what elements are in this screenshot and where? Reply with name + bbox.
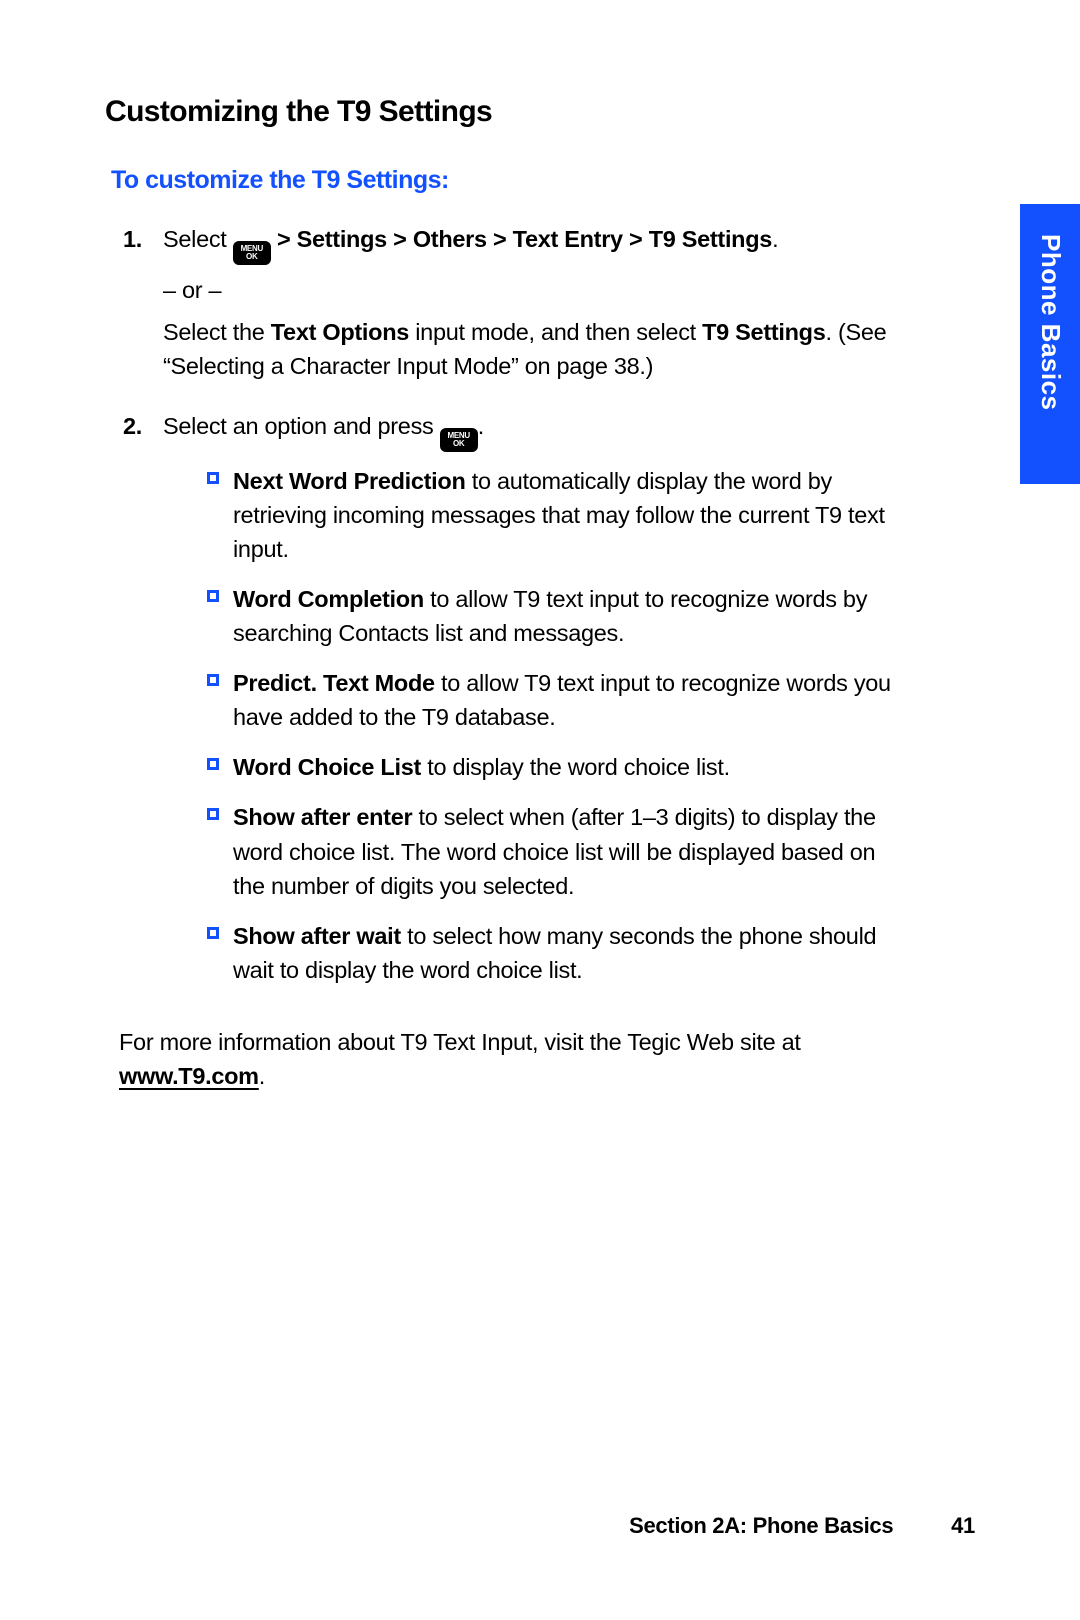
closing-paragraph: For more information about T9 Text Input… (105, 1025, 980, 1093)
step-1-line2-pre: Select the (163, 319, 271, 345)
bullet-text: Word Choice List to display the word cho… (233, 750, 905, 784)
bullet-item: Word Completion to allow T9 text input t… (207, 582, 905, 650)
page-heading: Customizing the T9 Settings (105, 90, 980, 134)
footer-page-number: 41 (951, 1513, 975, 1538)
step-1-body: Select MENUOK > Settings > Others > Text… (163, 222, 980, 391)
bullet-marker-icon (207, 758, 219, 770)
menu-ok-key-icon: MENUOK (233, 241, 271, 265)
side-tab: Phone Basics (1020, 204, 1080, 484)
step-1-t9-settings: T9 Settings (702, 319, 825, 345)
bullet-text: Show after wait to select how many secon… (233, 919, 905, 987)
bullet-marker-icon (207, 674, 219, 686)
step-1-line2-mid: input mode, and then select (409, 319, 702, 345)
step-2-line1-tail: . (478, 413, 484, 439)
sub-heading: To customize the T9 Settings: (105, 162, 980, 198)
step-1-breadcrumb: > Settings > Others > Text Entry > T9 Se… (271, 226, 772, 252)
step-1-text-options: Text Options (271, 319, 409, 345)
step-2-body: Select an option and press MENUOK. Next … (163, 409, 980, 1003)
step-1-line-1: Select MENUOK > Settings > Others > Text… (163, 222, 905, 265)
bullet-text: Show after enter to select when (after 1… (233, 800, 905, 902)
step-1: 1. Select MENUOK > Settings > Others > T… (105, 222, 980, 391)
step-2: 2. Select an option and press MENUOK. Ne… (105, 409, 980, 1003)
step-2-line1-pre: Select an option and press (163, 413, 440, 439)
bullet-marker-icon (207, 472, 219, 484)
bullet-text: Next Word Prediction to automatically di… (233, 464, 905, 566)
closing-tail: . (259, 1063, 265, 1089)
bullet-item: Word Choice List to display the word cho… (207, 750, 905, 784)
bullet-marker-icon (207, 927, 219, 939)
menu-ok-key-icon: MENUOK (440, 428, 478, 452)
page-footer: Section 2A: Phone Basics 41 (629, 1510, 975, 1542)
step-1-line1-tail: . (772, 226, 778, 252)
step-2-line-1: Select an option and press MENUOK. (163, 409, 905, 452)
step-1-line1-pre: Select (163, 226, 233, 252)
closing-link[interactable]: www.T9.com (119, 1063, 259, 1089)
bullet-text: Word Completion to allow T9 text input t… (233, 582, 905, 650)
step-1-line-2: Select the Text Options input mode, and … (163, 315, 905, 383)
bullet-marker-icon (207, 590, 219, 602)
step-1-or: – or – (163, 273, 905, 307)
closing-pre: For more information about T9 Text Input… (119, 1029, 801, 1055)
bullet-item: Show after wait to select how many secon… (207, 919, 905, 987)
bullet-text: Predict. Text Mode to allow T9 text inpu… (233, 666, 905, 734)
side-tab-label: Phone Basics (1031, 234, 1069, 411)
step-2-number: 2. (123, 409, 163, 1003)
step-1-number: 1. (123, 222, 163, 391)
bullet-item: Next Word Prediction to automatically di… (207, 464, 905, 566)
bullet-item: Predict. Text Mode to allow T9 text inpu… (207, 666, 905, 734)
step-2-bullets: Next Word Prediction to automatically di… (163, 464, 905, 987)
bullet-marker-icon (207, 808, 219, 820)
bullet-item: Show after enter to select when (after 1… (207, 800, 905, 902)
footer-section: Section 2A: Phone Basics (629, 1513, 893, 1538)
